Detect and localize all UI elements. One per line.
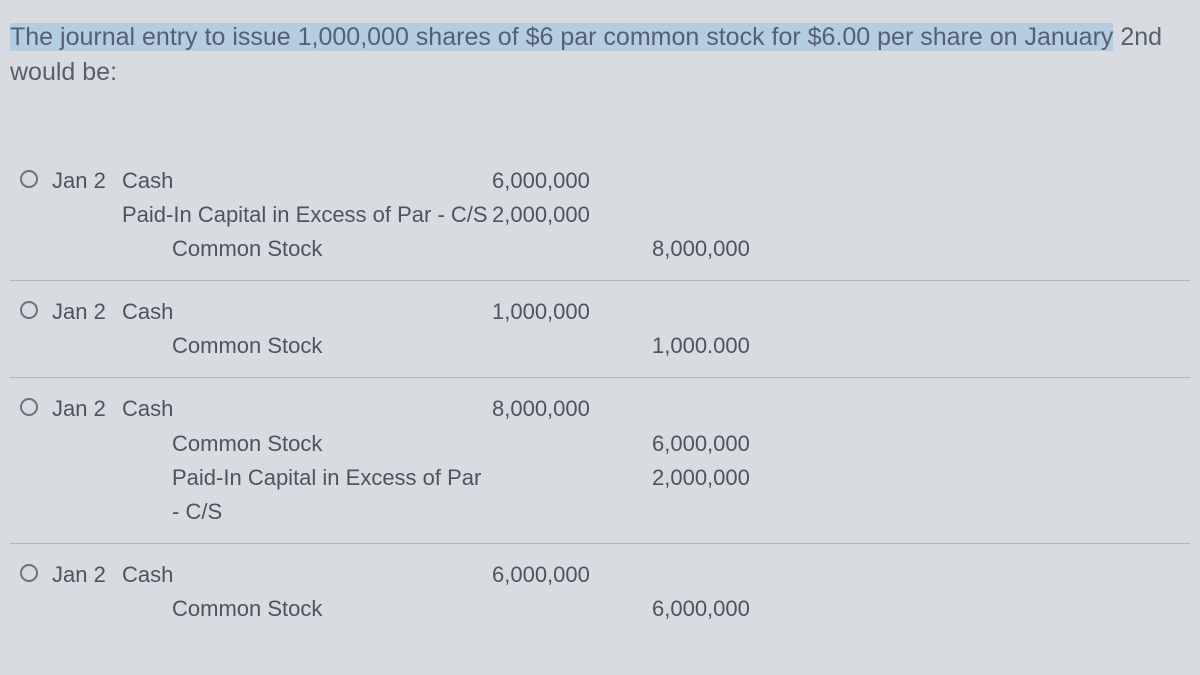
account-name: Common Stock: [52, 329, 322, 363]
radio-button[interactable]: [20, 170, 38, 188]
entry-row: Common Stock 6,000,000: [52, 592, 812, 626]
entry-row: Common Stock 1,000.000: [52, 329, 812, 363]
debit-amount: [492, 427, 652, 461]
account-name: Cash: [122, 396, 173, 421]
credit-amount: [652, 392, 812, 426]
option-2[interactable]: Jan 2Cash1,000,000Common Stock1,000.000: [10, 281, 1190, 378]
credit-amount: 8,000,000: [652, 232, 812, 266]
credit-amount: [652, 198, 812, 232]
credit-amount: 6,000,000: [652, 427, 812, 461]
entry-date: Jan 2: [52, 392, 122, 426]
account-cell: Paid-In Capital in Excess of Par - C/S: [52, 198, 492, 232]
account-cell: Common Stock: [52, 427, 492, 461]
credit-amount: 6,000,000: [652, 592, 812, 626]
question-highlight: The journal entry to issue 1,000,000 sha…: [10, 23, 1113, 51]
account-name: Cash: [122, 299, 173, 324]
account-cell: Paid-In Capital in Excess of Par - C/S: [52, 461, 492, 529]
debit-amount: 1,000,000: [492, 295, 652, 329]
entry-date: Jan 2: [52, 558, 122, 592]
account-cell: Common Stock: [52, 329, 492, 363]
entry-row: Paid-In Capital in Excess of Par - C/S 2,…: [52, 461, 812, 529]
journal-entry: Jan 2Cash1,000,000Common Stock1,000.000: [52, 295, 812, 363]
entry-row: Jan 2Cash8,000,000: [52, 392, 812, 426]
account-cell: Common Stock: [52, 592, 492, 626]
credit-amount: 2,000,000: [652, 461, 812, 529]
account-cell: Jan 2Cash: [52, 392, 492, 426]
option-3[interactable]: Jan 2Cash8,000,000Common Stock6,000,000P…: [10, 378, 1190, 543]
radio-button[interactable]: [20, 398, 38, 416]
credit-amount: 1,000.000: [652, 329, 812, 363]
credit-amount: [652, 558, 812, 592]
entry-row: Jan 2Cash1,000,000: [52, 295, 812, 329]
option-4[interactable]: Jan 2Cash6,000,000Common Stock6,000,000: [10, 544, 1190, 640]
account-name: Common Stock: [52, 427, 322, 461]
credit-amount: [652, 295, 812, 329]
debit-amount: [492, 592, 652, 626]
entry-date: Jan 2: [52, 295, 122, 329]
debit-amount: 6,000,000: [492, 558, 652, 592]
account-name: Paid-In Capital in Excess of Par - C/S: [52, 198, 488, 232]
entry-row: Jan 2Cash6,000,000: [52, 164, 812, 198]
debit-amount: 6,000,000: [492, 164, 652, 198]
account-name: Paid-In Capital in Excess of Par - C/S: [52, 461, 492, 529]
account-name: Common Stock: [52, 592, 322, 626]
entry-row: Paid-In Capital in Excess of Par - C/S2,…: [52, 198, 812, 232]
question-text: The journal entry to issue 1,000,000 sha…: [10, 20, 1190, 90]
credit-amount: [652, 164, 812, 198]
entry-date: Jan 2: [52, 164, 122, 198]
entry-row: Common Stock 8,000,000: [52, 232, 812, 266]
account-name: Cash: [122, 168, 173, 193]
radio-button[interactable]: [20, 564, 38, 582]
account-name: Cash: [122, 562, 173, 587]
account-cell: Jan 2Cash: [52, 295, 492, 329]
account-cell: Common Stock: [52, 232, 492, 266]
option-1[interactable]: Jan 2Cash6,000,000Paid-In Capital in Exc…: [10, 150, 1190, 281]
journal-entry: Jan 2Cash8,000,000Common Stock6,000,000P…: [52, 392, 812, 528]
debit-amount: [492, 329, 652, 363]
debit-amount: 8,000,000: [492, 392, 652, 426]
options-list: Jan 2Cash6,000,000Paid-In Capital in Exc…: [10, 150, 1190, 640]
journal-entry: Jan 2Cash6,000,000Paid-In Capital in Exc…: [52, 164, 812, 266]
debit-amount: [492, 461, 652, 529]
account-name: Common Stock: [52, 232, 322, 266]
journal-entry: Jan 2Cash6,000,000Common Stock6,000,000: [52, 558, 812, 626]
debit-amount: [492, 232, 652, 266]
radio-button[interactable]: [20, 301, 38, 319]
debit-amount: 2,000,000: [492, 198, 652, 232]
entry-row: Jan 2Cash6,000,000: [52, 558, 812, 592]
entry-row: Common Stock 6,000,000: [52, 427, 812, 461]
account-cell: Jan 2Cash: [52, 164, 492, 198]
account-cell: Jan 2Cash: [52, 558, 492, 592]
